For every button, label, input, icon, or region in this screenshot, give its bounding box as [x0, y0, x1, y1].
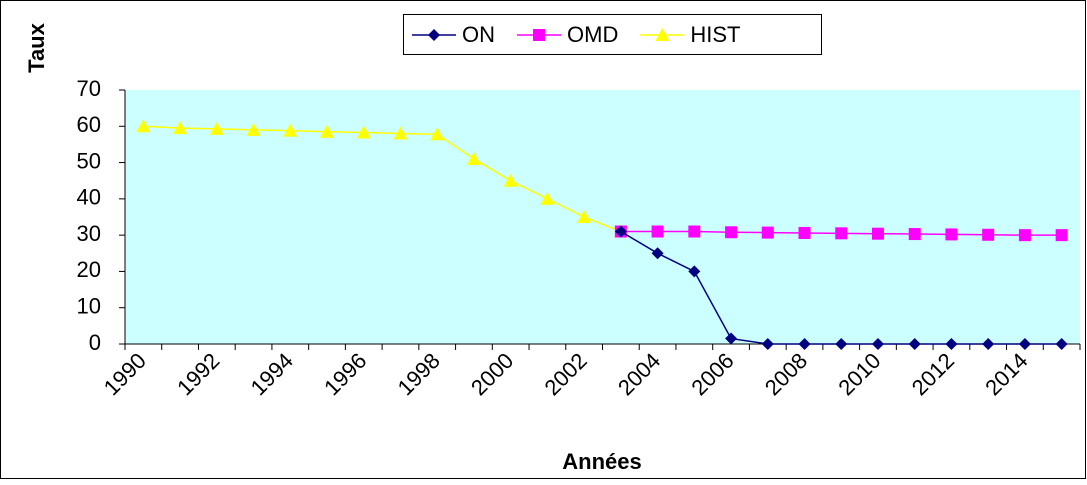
marker [393, 126, 408, 140]
marker [283, 123, 298, 137]
marker [209, 121, 224, 135]
marker [725, 226, 738, 239]
y-tick-label: 30 [77, 221, 101, 246]
marker [503, 173, 518, 187]
marker [614, 225, 627, 238]
plot-area [125, 90, 1080, 344]
y-tick-label: 60 [77, 112, 101, 137]
marker [725, 332, 738, 345]
marker [430, 127, 445, 141]
marker [540, 191, 555, 205]
marker [908, 228, 921, 241]
marker [688, 265, 701, 278]
y-tick-label: 20 [77, 257, 101, 282]
marker [173, 121, 188, 135]
marker [466, 151, 481, 165]
y-axis-title: Taux [24, 22, 49, 72]
marker [688, 225, 701, 238]
marker [246, 122, 261, 136]
marker [908, 338, 921, 350]
y-tick-label: 50 [77, 148, 101, 173]
marker [533, 29, 545, 41]
marker [428, 29, 440, 41]
marker [871, 227, 884, 240]
marker [798, 226, 811, 239]
marker [651, 247, 664, 260]
marker [320, 124, 335, 138]
marker [651, 225, 664, 238]
y-tick-label: 10 [77, 294, 101, 319]
legend-box [403, 14, 822, 55]
legend-label: OMD [567, 22, 618, 47]
legend-label: HIST [690, 22, 740, 47]
marker [835, 227, 848, 240]
marker [761, 226, 774, 239]
y-tick-label: 0 [89, 330, 101, 355]
y-tick-label: 70 [77, 76, 101, 101]
marker [577, 210, 592, 223]
marker [945, 338, 958, 350]
marker [136, 119, 151, 133]
marker [655, 28, 670, 41]
marker [761, 338, 774, 350]
marker [798, 338, 811, 350]
marker [871, 338, 884, 350]
marker [982, 228, 995, 241]
series-line [143, 125, 622, 233]
y-tick-label: 40 [77, 185, 101, 210]
marker [1055, 338, 1068, 350]
marker [982, 338, 995, 350]
legend-label: ON [462, 22, 495, 47]
marker [356, 125, 371, 139]
x-axis-title: Années [562, 449, 641, 474]
marker [1018, 229, 1031, 242]
marker [1055, 229, 1068, 242]
marker [835, 338, 848, 350]
marker [1018, 338, 1031, 350]
marker [945, 228, 958, 241]
